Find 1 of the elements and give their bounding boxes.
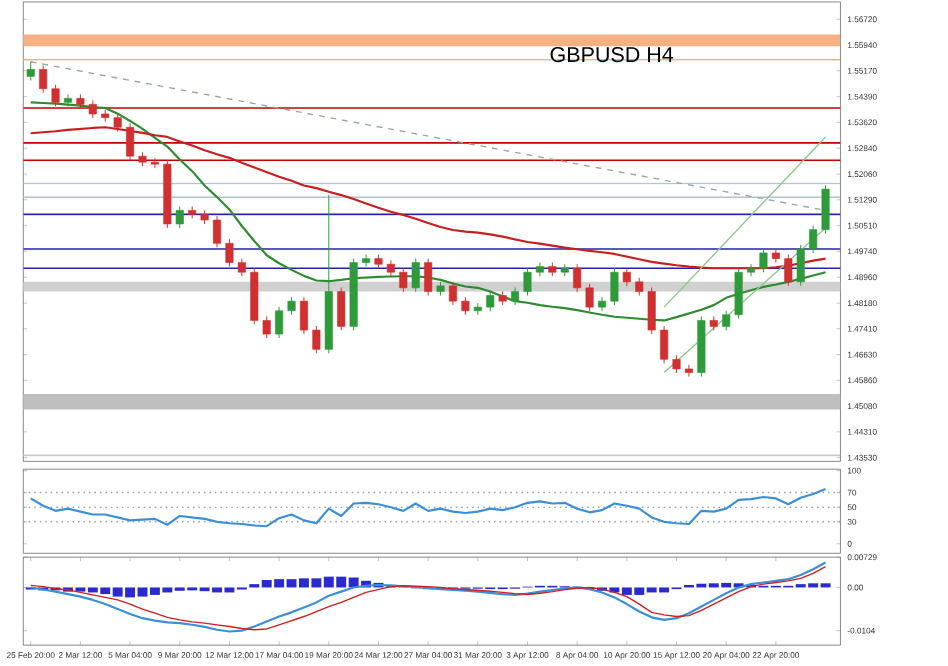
text: GBPUSD H4 [550, 46, 674, 63]
